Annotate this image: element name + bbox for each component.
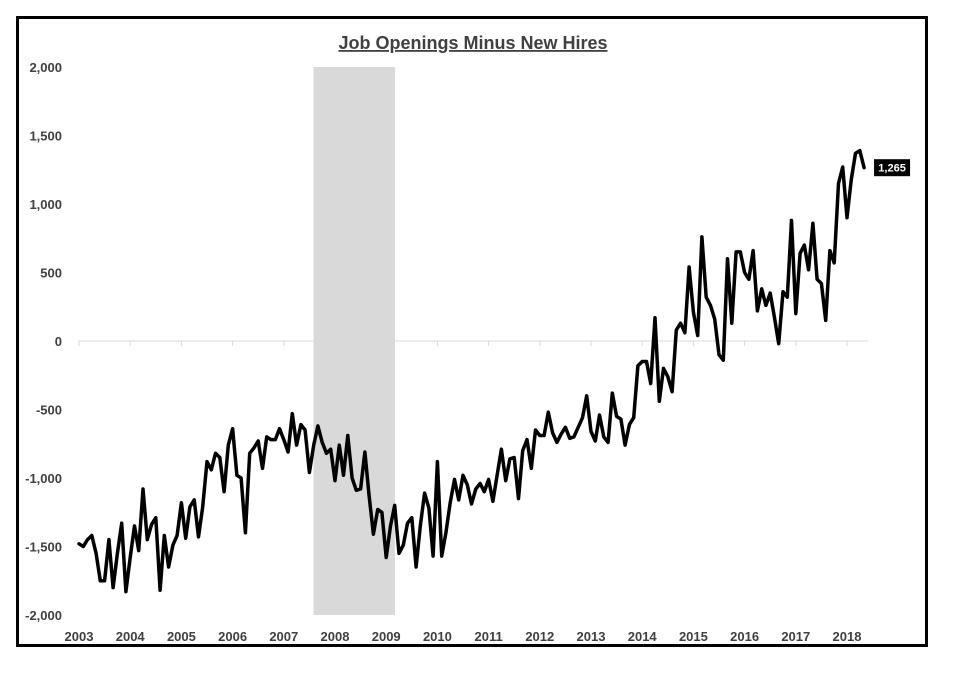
y-tick-label-7: -1,500	[25, 540, 62, 555]
last-value-label-group: 1,265	[874, 159, 911, 177]
x-tick-label-2007: 2007	[269, 629, 298, 644]
chart-frame: 2,000 1,500 1,000 500 0 -500 -1,000 -1,500 -2,00…	[16, 16, 928, 647]
x-tick-label-2013: 2013	[577, 629, 606, 644]
y-tick-label-4: 0	[55, 334, 62, 349]
x-tick-label-2016: 2016	[730, 629, 759, 644]
y-tick-label-5: -500	[36, 403, 62, 418]
x-tick-label-2009: 2009	[372, 629, 401, 644]
y-tick-label-2: 1,000	[29, 197, 62, 212]
x-tick-label-2018: 2018	[833, 629, 862, 644]
x-tick-label-2012: 2012	[525, 629, 554, 644]
x-tick-labels: 2003 2004 2005 2006 2007 2008 2009 2010 2011 2012…	[65, 629, 862, 644]
x-tick-label-2017: 2017	[781, 629, 810, 644]
y-tick-label-6: -1,000	[25, 471, 62, 486]
chart-svg: 2,000 1,500 1,000 500 0 -500 -1,000 -1,500 -2,00…	[25, 33, 911, 644]
x-tick-label-2004: 2004	[116, 629, 146, 644]
y-tick-label-8: -2,000	[25, 608, 62, 623]
x-tick-label-2015: 2015	[679, 629, 708, 644]
last-value-label: 1,265	[878, 163, 906, 175]
x-tick-label-2006: 2006	[218, 629, 247, 644]
x-tick-label-2010: 2010	[423, 629, 452, 644]
y-tick-label-0: 2,000	[29, 60, 62, 75]
x-tick-label-2003: 2003	[65, 629, 94, 644]
y-tick-label-1: 1,500	[29, 129, 62, 144]
y-tick-labels: 2,000 1,500 1,000 500 0 -500 -1,000 -1,500 -2,00…	[25, 60, 62, 623]
x-tick-label-2005: 2005	[167, 629, 196, 644]
last-value-label-background	[874, 159, 911, 177]
x-tick-marks	[78, 341, 848, 346]
series-line	[77, 148, 866, 594]
x-tick-label-2008: 2008	[321, 629, 350, 644]
chart-title: Job Openings Minus New Hires	[338, 33, 607, 53]
y-tick-label-3: 500	[40, 266, 62, 281]
x-tick-label-2011: 2011	[474, 629, 502, 644]
x-tick-label-2014: 2014	[628, 629, 658, 644]
